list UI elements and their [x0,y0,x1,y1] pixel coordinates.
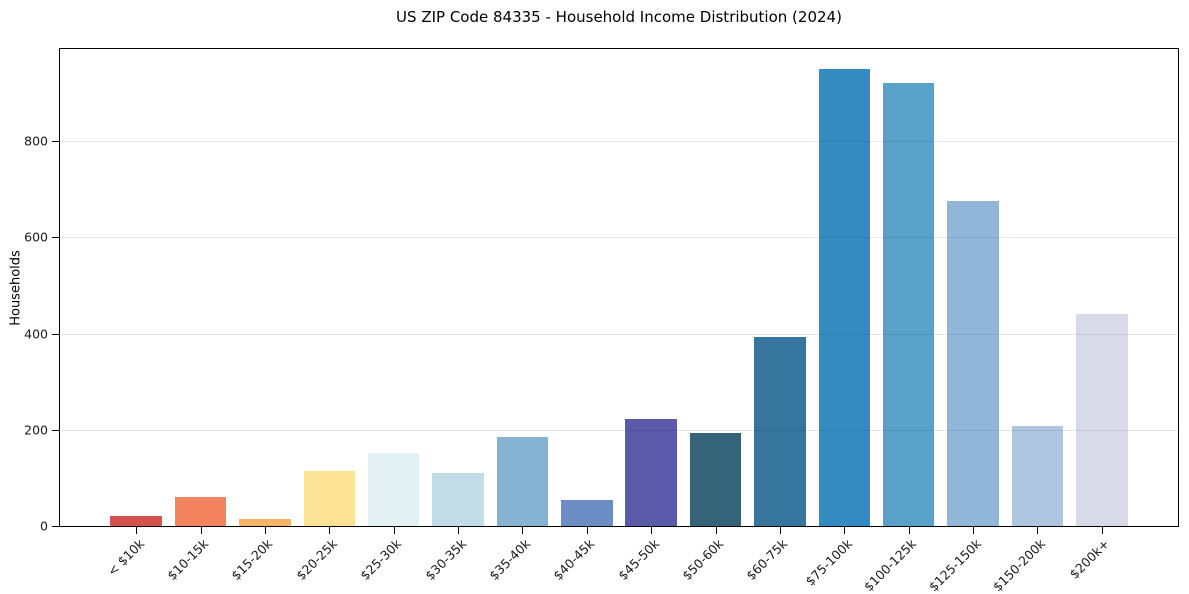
y-tick-label: 800 [24,133,48,149]
x-tick-mark [973,527,975,534]
bar-200k+ [1076,314,1128,526]
x-tick-label-20-25k: $20-25k [292,536,340,584]
x-tick-label-40-45k: $40-45k [550,536,598,584]
bar-100-125k [882,82,935,526]
bar-125-150k [947,201,999,526]
x-tick-label-125-150k: $125-150k [925,536,984,594]
y-tick-mark [52,141,59,143]
x-tick-label-45-50k: $45-50k [614,536,662,584]
x-tick-label-50-60k: $50-60k [679,536,727,584]
x-tick-mark [264,527,266,534]
x-tick-label-30-35k: $30-35k [421,536,469,584]
bar-25-30k [367,452,420,526]
x-tick-mark [651,527,653,534]
y-tick-label: 0 [40,518,48,534]
bar-150-200k [1011,425,1064,526]
bar-45-50k [625,419,677,526]
chart-title: US ZIP Code 84335 - Household Income Dis… [396,8,842,26]
x-tick-mark [1037,527,1039,534]
x-tick-mark [458,527,460,534]
y-tick-mark [52,429,59,431]
bar-60-75k [754,337,806,526]
x-tick-label-35-40k: $35-40k [486,536,534,584]
x-tick-mark [329,527,331,534]
x-tick-label-100-125k: $100-125k [861,536,920,594]
x-tick-mark [522,527,524,534]
gridline-200 [60,429,1178,431]
x-tick-label-15-20k: $15-20k [228,536,276,584]
gridline-400 [60,333,1178,335]
x-tick-mark [779,527,781,534]
bar-50-60k [689,432,742,526]
bar-35-40k [496,437,549,526]
x-tick-label-200k+: $200k+ [1066,536,1113,582]
bar-30-35k [432,473,484,526]
x-tick-label-60-75k: $60-75k [743,536,791,584]
y-tick-mark [52,333,59,335]
x-tick-mark [200,527,202,534]
x-tick-label-10-15k: $10-15k [164,536,212,584]
x-tick-mark [1101,527,1103,534]
y-axis-label: Households [8,250,24,326]
y-tick-label: 400 [24,326,48,342]
x-tick-label-150-200k: $150-200k [989,536,1049,594]
bar-20-25k [303,470,356,526]
x-tick-label-25-30k: $25-30k [357,536,405,584]
bar-15-20k [239,519,291,526]
x-tick-mark [908,527,910,534]
bar-10-15k [174,496,227,526]
x-tick-mark [715,527,717,534]
gridline-800 [60,141,1178,143]
bar-75-100k [818,69,871,526]
bar-40-45k [561,499,613,526]
gridline-600 [60,237,1178,239]
x-tick-mark [136,527,138,534]
y-tick-mark [52,237,59,239]
x-tick-mark [844,527,846,534]
x-tick-label-75-100k: $75-100k [802,536,855,589]
plot-area: 0 200 400 600 800 < $10k $10-15k $15-20k $20-25k… [24,48,1179,594]
bar-10k [110,515,162,526]
x-tick-mark [586,527,588,534]
y-tick-label: 200 [24,422,48,438]
y-tick-mark [52,526,59,527]
x-tick-mark [393,527,395,534]
y-tick-label: 600 [24,229,48,245]
x-tick-label-10k: < $10k [103,536,147,579]
